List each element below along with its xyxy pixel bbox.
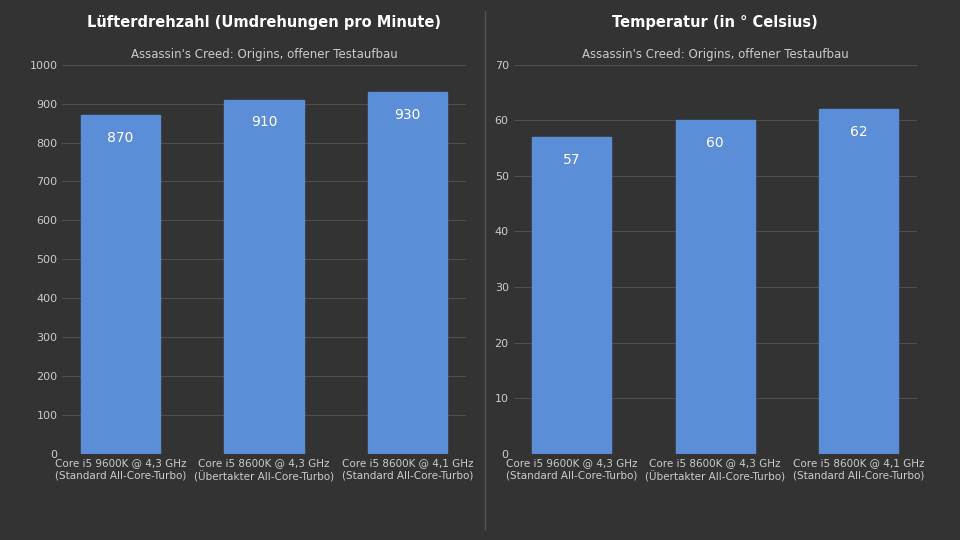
Text: 62: 62 bbox=[851, 125, 868, 139]
Text: 57: 57 bbox=[563, 153, 580, 166]
Bar bbox=[81, 116, 159, 454]
Text: 60: 60 bbox=[707, 136, 724, 150]
Text: Assassin's Creed: Origins, offener Testaufbau: Assassin's Creed: Origins, offener Testa… bbox=[131, 48, 397, 61]
Text: 930: 930 bbox=[395, 107, 420, 122]
Bar bbox=[225, 100, 303, 454]
Text: 910: 910 bbox=[251, 116, 277, 130]
Bar bbox=[676, 120, 755, 454]
Text: Lüfterdrehzahl (Umdrehungen pro Minute): Lüfterdrehzahl (Umdrehungen pro Minute) bbox=[87, 15, 441, 30]
Text: 870: 870 bbox=[108, 131, 133, 145]
Text: Assassin's Creed: Origins, offener Testaufbau: Assassin's Creed: Origins, offener Testa… bbox=[582, 48, 849, 61]
Text: Temperatur (in ° Celsius): Temperatur (in ° Celsius) bbox=[612, 15, 818, 30]
Bar bbox=[369, 92, 447, 454]
Bar bbox=[532, 137, 611, 454]
Bar bbox=[820, 109, 899, 454]
